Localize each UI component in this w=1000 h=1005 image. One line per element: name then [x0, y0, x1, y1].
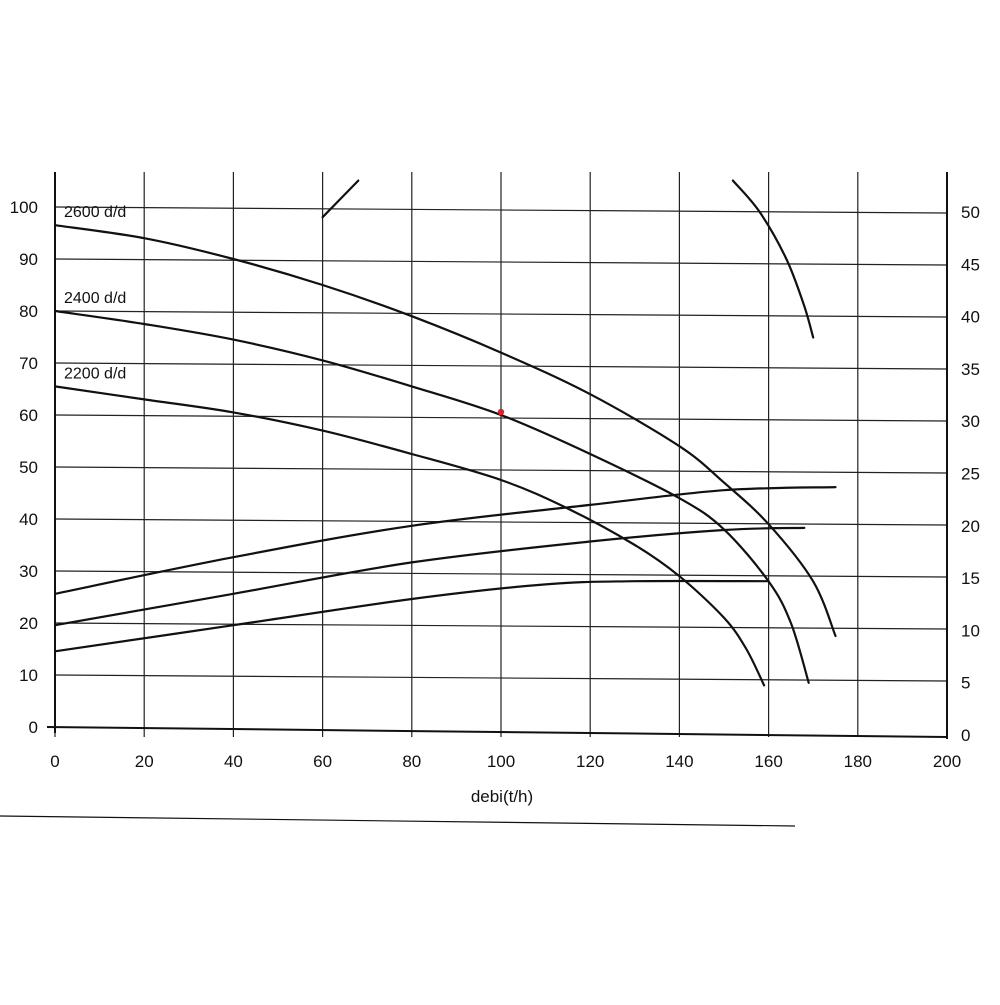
curve-2600-d-d — [53, 224, 837, 638]
curve-label-2400-d-d: 2400 d/d — [64, 290, 126, 307]
curve-label-2600-d-d: 2600 d/d — [64, 204, 126, 221]
x-tick-label: 40 — [224, 752, 243, 771]
y-grid-line — [54, 674, 948, 682]
y2-tick-label: 0 — [961, 726, 970, 745]
y-grid-line — [54, 570, 948, 578]
y-grid-line — [54, 518, 948, 526]
curve-series-5 — [53, 526, 806, 627]
curve-series-4 — [53, 486, 837, 595]
curve-label-2200-d-d: 2200 d/d — [64, 365, 126, 382]
x-tick-label: 180 — [844, 752, 872, 771]
y-tick-label: 10 — [19, 666, 38, 685]
grid-lines — [46, 172, 948, 739]
x-tick-label: 60 — [313, 752, 332, 771]
y2-tick-label: 25 — [961, 465, 980, 484]
y-grid-line — [54, 466, 948, 474]
y-grid-line — [54, 206, 948, 214]
y2-tick-label: 15 — [961, 569, 980, 588]
y-grid-line — [54, 414, 948, 422]
curve-series-6 — [53, 579, 770, 653]
curve-series-7 — [731, 179, 815, 339]
x-tick-label: 200 — [933, 752, 961, 771]
y-grid-line — [54, 258, 948, 266]
y2-tick-label: 30 — [961, 412, 980, 431]
performance-curves — [53, 179, 837, 687]
y-tick-label: 70 — [19, 354, 38, 373]
x-axis-line — [46, 726, 948, 738]
x-tick-label: 100 — [487, 752, 515, 771]
y-tick-label: 30 — [19, 562, 38, 581]
x-tick-label: 120 — [576, 752, 604, 771]
x-tick-label: 0 — [50, 752, 59, 771]
y-tick-label: 20 — [19, 614, 38, 633]
y-tick-label: 90 — [19, 250, 38, 269]
scan-artifact-lines — [0, 815, 796, 827]
y-tick-label: 100 — [10, 198, 38, 217]
y-tick-label: 40 — [19, 510, 38, 529]
y-tick-label: 0 — [29, 718, 38, 737]
y-tick-label: 50 — [19, 458, 38, 477]
y2-tick-label: 50 — [961, 203, 980, 222]
y-tick-label: 60 — [19, 406, 38, 425]
y2-tick-label: 20 — [961, 517, 980, 536]
x-tick-label: 20 — [135, 752, 154, 771]
curve-2200-d-d — [53, 385, 766, 687]
x-axis-label: debi(t/h) — [471, 787, 533, 806]
y-grid-line — [54, 362, 948, 370]
axis-tick-labels: 0 10 20 30 40 50 60 70 80 90 100 0 5 10 15 20 25 30 35 40 45… — [10, 198, 980, 771]
y2-tick-label: 10 — [961, 621, 980, 640]
curve-series-8 — [321, 179, 360, 219]
y2-tick-label: 40 — [961, 308, 980, 327]
y-tick-label: 80 — [19, 302, 38, 321]
x-tick-label: 80 — [402, 752, 421, 771]
y2-tick-label: 5 — [961, 674, 970, 693]
curve-labels: 2600 d/d 2400 d/d 2200 d/d — [64, 204, 126, 382]
scan-underline — [0, 815, 796, 827]
y-grid-line — [54, 622, 948, 630]
x-tick-label: 140 — [665, 752, 693, 771]
y2-tick-label: 35 — [961, 360, 980, 379]
y-grid-line — [54, 310, 948, 318]
highlight-point — [497, 408, 505, 416]
x-tick-label: 160 — [754, 752, 782, 771]
y2-tick-label: 45 — [961, 255, 980, 274]
